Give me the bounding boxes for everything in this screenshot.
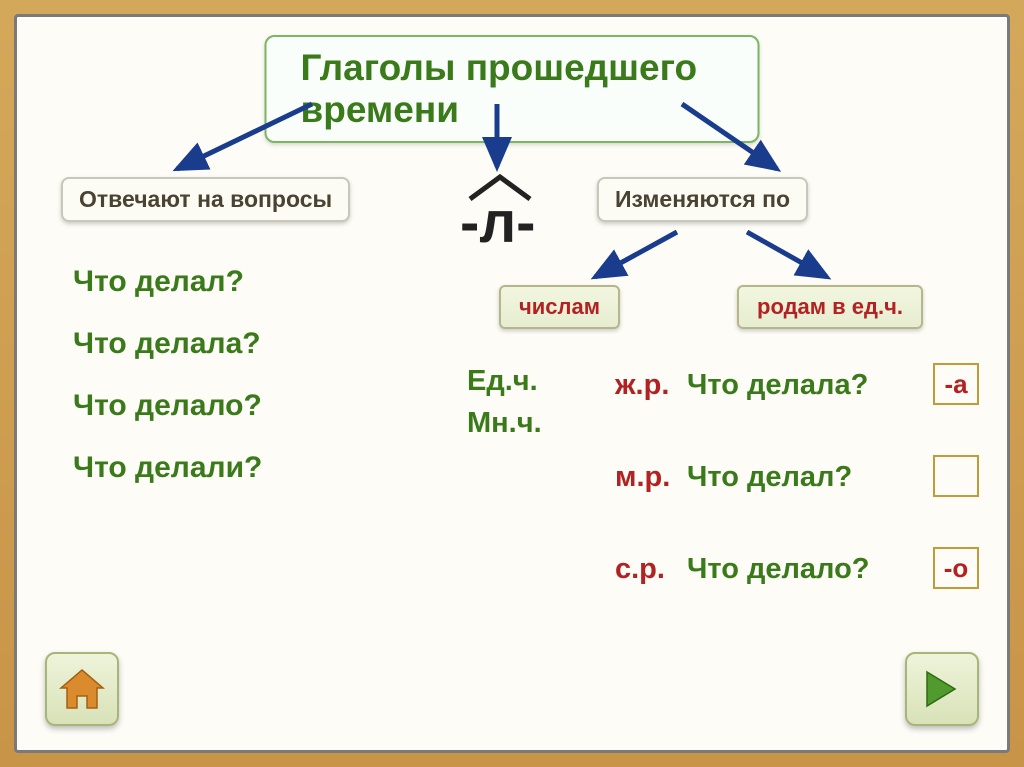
label-questions-text: Отвечают на вопросы (79, 186, 332, 212)
label-questions: Отвечают на вопросы (61, 177, 350, 222)
gender-m-lbl: м.р. (615, 461, 670, 494)
label-change: Изменяются по (597, 177, 808, 222)
question-4: Что делали? (73, 451, 262, 485)
title-box: Глаголы прошедшего времени (265, 35, 760, 143)
num-pl: Мн.ч. (467, 407, 542, 440)
question-1: Что делал? (73, 265, 244, 299)
arrow-to-numbers (577, 227, 697, 287)
home-button[interactable] (45, 652, 119, 726)
gender-f-end: -а (933, 363, 979, 405)
outer-frame: Глаголы прошедшего времени Отвечают на в… (0, 0, 1024, 767)
question-2: Что делала? (73, 327, 261, 361)
label-change-text: Изменяются по (615, 186, 790, 212)
gender-n-q: Что делало? (687, 553, 870, 586)
title-text: Глаголы прошедшего времени (301, 47, 698, 130)
inner-frame: Глаголы прошедшего времени Отвечают на в… (14, 14, 1010, 753)
next-button[interactable] (905, 652, 979, 726)
home-icon (55, 662, 109, 716)
chip-numbers-text: числам (519, 294, 600, 319)
suffix-l: -л- (460, 189, 535, 256)
question-3: Что делало? (73, 389, 262, 423)
arrow-to-genders (737, 227, 857, 287)
gender-f-lbl: ж.р. (615, 369, 669, 402)
gender-m-q: Что делал? (687, 461, 852, 494)
num-sg: Ед.ч. (467, 365, 538, 398)
gender-n-lbl: с.р. (615, 553, 665, 586)
chip-genders-text: родам в ед.ч. (757, 294, 903, 319)
chip-numbers: числам (499, 285, 620, 329)
gender-f-q: Что делала? (687, 369, 868, 402)
gender-n-end: -о (933, 547, 979, 589)
next-icon (915, 662, 969, 716)
chip-genders: родам в ед.ч. (737, 285, 923, 329)
gender-m-end (933, 455, 979, 497)
